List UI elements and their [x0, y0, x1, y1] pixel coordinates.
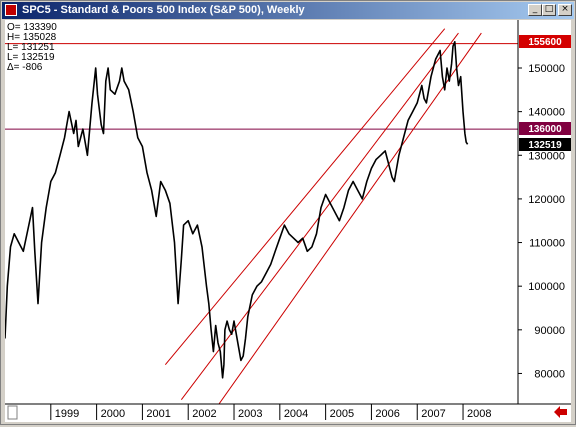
channel-line-3[interactable] — [197, 32, 482, 422]
y-tick-label: 120000 — [528, 194, 565, 206]
maximize-button[interactable]: □ — [542, 4, 556, 16]
price-series-line — [5, 40, 469, 379]
y-tick-label: 100000 — [528, 281, 565, 293]
plot-background — [5, 20, 518, 404]
x-tick-label: 2005 — [330, 408, 354, 420]
ohlc-readout: O= 133390 H= 135028 L= 131251 L= 132519 … — [7, 22, 57, 73]
y-tick-label: 140000 — [528, 107, 565, 119]
price-tag-upper: 155600 — [519, 35, 571, 48]
y-tick-label: 80000 — [534, 368, 565, 380]
x-tick-label: 2006 — [375, 408, 399, 420]
x-tick-label: 2004 — [284, 408, 308, 420]
x-tick-label: 2003 — [238, 408, 262, 420]
left-arrow-icon[interactable] — [554, 406, 567, 418]
x-tick-label: 2000 — [101, 408, 125, 420]
svg-text:155600: 155600 — [528, 37, 562, 48]
chart-area[interactable]: 80000 90000 100000 110000 120000 130000 140000… — [5, 20, 571, 422]
readout-change: Δ= -806 — [7, 62, 43, 73]
title-bar[interactable]: SPC5 - Standard & Poors 500 Index (S&P 5… — [2, 2, 574, 19]
x-tick-label: 2001 — [146, 408, 170, 420]
price-tag-last: 132519 — [519, 138, 571, 151]
minimize-button[interactable]: _ — [528, 4, 542, 16]
channel-line-1[interactable] — [164, 28, 446, 366]
readout-open: O= 133390 — [7, 22, 57, 33]
y-tick-label: 110000 — [529, 238, 565, 250]
svg-text:136000: 136000 — [528, 124, 562, 135]
y-tick-label: 150000 — [528, 63, 565, 75]
x-tick-label: 2007 — [421, 408, 445, 420]
y-tick-label: 130000 — [528, 150, 565, 162]
chart-app-icon — [5, 4, 17, 16]
readout-high: H= 135028 — [7, 32, 57, 43]
x-tick-label: 2002 — [192, 408, 216, 420]
x-tick-label: 2008 — [467, 408, 491, 420]
close-button[interactable]: × — [558, 4, 572, 16]
scroll-thumb[interactable] — [7, 405, 18, 420]
readout-last: L= 132519 — [7, 52, 55, 63]
x-tick-label: 1999 — [55, 408, 79, 420]
svg-text:132519: 132519 — [528, 140, 562, 151]
readout-low: L= 131251 — [7, 42, 55, 53]
price-tag-middle: 136000 — [519, 122, 571, 135]
window-title: SPC5 - Standard & Poors 500 Index (S&P 5… — [22, 4, 305, 16]
y-tick-label: 90000 — [534, 325, 565, 337]
price-chart[interactable]: 80000 90000 100000 110000 120000 130000 140000… — [5, 20, 571, 422]
